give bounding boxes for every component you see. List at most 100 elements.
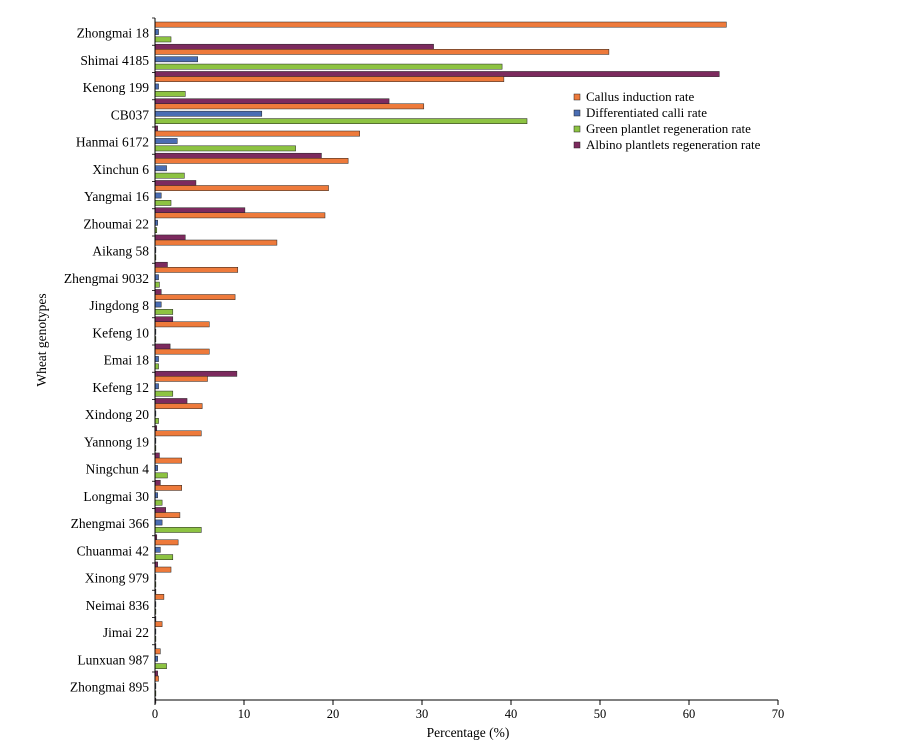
bar-3-1: [154, 36, 172, 43]
bar-1-25: [154, 675, 159, 682]
legend-swatch-4: [573, 141, 581, 149]
y-axis-title: Wheat genotypes: [34, 293, 49, 386]
category-label: Zhengmai 366: [71, 516, 150, 531]
bar-1-10: [154, 267, 239, 273]
bar-4-2: [154, 71, 720, 77]
bar-2-7: [154, 192, 162, 199]
legend-swatch-2: [573, 109, 581, 117]
category-label: Ningchun 4: [86, 462, 150, 477]
bar-2-20: [154, 546, 161, 553]
bar-1-15: [154, 403, 203, 409]
bar-3-17: [154, 472, 168, 479]
bar-layer: [154, 21, 727, 704]
bar-2-1: [154, 29, 159, 35]
category-label: Neimai 836: [86, 598, 150, 613]
category-label: Yannong 19: [84, 434, 149, 449]
legend-swatch-1: [573, 93, 581, 101]
category-label-layer: Zhongmai 18 Shimai 4185 Kenong 199 CB037 Han…: [64, 26, 149, 695]
bar-4-17: [154, 479, 161, 486]
category-label: Zhengmai 9032: [64, 271, 149, 286]
bar-2-2: [154, 56, 198, 63]
x-tick-label: 30: [416, 707, 429, 721]
x-tick-label: 50: [594, 707, 607, 721]
bar-4-16: [154, 452, 160, 459]
bar-3-15: [154, 418, 159, 424]
legend-label-1: Callus induction rate: [586, 89, 695, 104]
category-label: Chuanmai 42: [77, 543, 149, 558]
bar-2-14: [154, 383, 159, 390]
bar-3-11: [154, 309, 174, 315]
category-label: Shimai 4185: [80, 53, 149, 68]
bar-4-6: [154, 180, 197, 186]
bar-4-11: [154, 316, 174, 323]
bar-1-1: [154, 21, 727, 28]
category-label: Xinchun 6: [92, 162, 149, 177]
bar-1-12: [154, 321, 210, 328]
bar-1-9: [154, 239, 278, 246]
bar-3-2: [154, 63, 503, 70]
category-label: Xindong 20: [85, 407, 149, 422]
category-label: Zhongmai 895: [70, 680, 149, 695]
x-tick-label: 40: [505, 707, 518, 721]
bar-3-3: [154, 91, 186, 97]
bar-1-4: [154, 103, 425, 110]
category-label: Kenong 199: [83, 80, 150, 95]
bar-1-5: [154, 130, 360, 137]
bar-4-9: [154, 261, 168, 268]
bar-3-19: [154, 527, 202, 533]
category-label: Zhoumai 22: [83, 216, 149, 231]
bar-1-13: [154, 348, 210, 355]
bar-4-10: [154, 289, 162, 295]
legend-label-2: Differentiated calli rate: [586, 105, 707, 120]
category-label: Lunxuan 987: [77, 652, 149, 667]
bar-1-20: [154, 539, 179, 546]
bar-1-6: [154, 158, 349, 164]
bar-2-11: [154, 301, 162, 308]
x-tick-layer: 0 10 20 30 40 50 60 70: [152, 700, 784, 721]
legend-label-4: Albino plantlets regeneration rate: [586, 137, 761, 152]
bar-1-3: [154, 76, 505, 82]
bar-1-23: [154, 621, 163, 627]
category-label: Jingdong 8: [89, 298, 149, 313]
bar-4-13: [154, 370, 238, 377]
bar-4-3: [154, 98, 390, 105]
bar-3-14: [154, 390, 174, 397]
bar-3-10: [154, 281, 160, 288]
bar-3-7: [154, 200, 172, 206]
category-label: Kefeng 12: [92, 380, 149, 395]
bar-4-1: [154, 43, 434, 50]
category-label: Hanmai 6172: [76, 135, 149, 150]
bar-1-16: [154, 430, 202, 437]
bar-4-5: [154, 152, 322, 159]
bar-1-18: [154, 485, 182, 491]
category-label: CB037: [111, 107, 150, 122]
bar-1-14: [154, 376, 208, 382]
bar-4-14: [154, 398, 188, 404]
bar-4-12: [154, 343, 171, 350]
bar-1-24: [154, 648, 161, 655]
category-label: Xinong 979: [85, 571, 149, 586]
category-label: Zhongmai 18: [77, 26, 150, 41]
bar-3-24: [154, 663, 167, 669]
bar-3-18: [154, 499, 163, 506]
category-label: Longmai 30: [83, 489, 149, 504]
bar-3-6: [154, 172, 185, 179]
category-label: Aikang 58: [92, 244, 149, 259]
legend-swatch-3: [573, 125, 581, 133]
bar-3-20: [154, 554, 174, 560]
category-label: Yangmai 16: [84, 189, 149, 204]
bar-1-22: [154, 594, 165, 600]
x-tick-label: 0: [152, 707, 158, 721]
legend-label-3: Green plantlet regeneration rate: [586, 121, 751, 136]
bar-1-2: [154, 49, 610, 55]
bar-2-19: [154, 519, 163, 526]
bar-2-10: [154, 274, 159, 281]
x-tick-label: 60: [683, 707, 696, 721]
bar-1-7: [154, 185, 329, 191]
bar-1-21: [154, 566, 172, 573]
bar-2-3: [154, 83, 159, 90]
category-label: Emai 18: [104, 353, 150, 368]
bar-4-8: [154, 234, 186, 241]
